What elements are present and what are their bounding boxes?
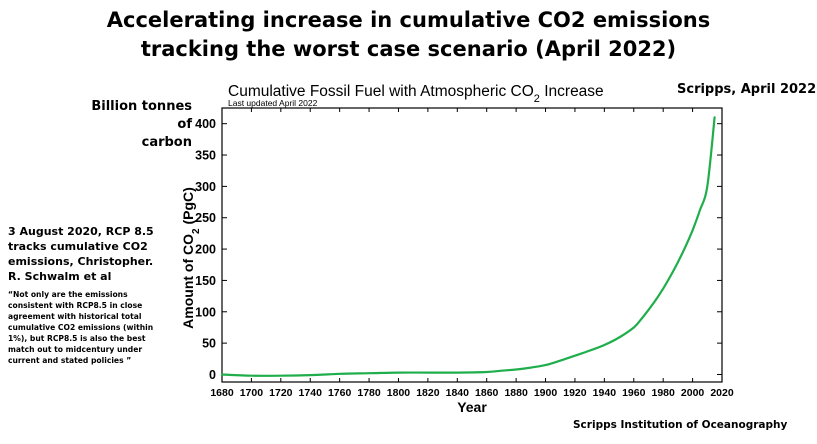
y-tick-label: 300: [195, 180, 216, 194]
chart-title: Cumulative Fossil Fuel with Atmospheric …: [228, 83, 604, 105]
x-tick-label: 1980: [651, 387, 675, 399]
x-tick-label: 1940: [593, 387, 617, 399]
source-credit-bottom: Scripps Institution of Oceanography: [573, 419, 788, 431]
x-tick-label: 1780: [357, 387, 381, 399]
x-tick-label: 1860: [475, 387, 499, 399]
y-tick-label: 200: [195, 243, 216, 257]
x-tick-label: 1720: [269, 387, 293, 399]
series-line: [220, 116, 716, 377]
chart-subtitle: Last updated April 2022: [228, 98, 318, 108]
y-tick-label: 50: [202, 337, 216, 351]
y-axis: 0 50 100 150 200 250 300 350 400: [195, 117, 722, 382]
y-axis-label: Amount of CO2 (PgC): [180, 187, 202, 329]
x-tick-label: 1960: [622, 387, 646, 399]
x-tick-label: 1920: [563, 387, 587, 399]
x-axis: 1680 1700 1720 1740 1760 1780 1800 1820 1840 1860…: [210, 108, 734, 399]
unit-label-line-1: Billion tonnes of: [91, 99, 192, 132]
unit-label: Billion tonnes of carbon: [86, 98, 192, 152]
x-tick-label: 1760: [328, 387, 352, 399]
x-axis-label: Year: [457, 399, 487, 415]
y-tick-label: 350: [195, 149, 216, 163]
y-tick-label: 0: [209, 368, 216, 382]
x-tick-label: 1680: [210, 387, 234, 399]
x-tick-label: 1840: [446, 387, 470, 399]
x-tick-label: 1820: [416, 387, 440, 399]
slide-title-line-2: tracking the worst case scenario (April …: [140, 37, 677, 61]
x-tick-label: 1880: [504, 387, 528, 399]
side-note-quote: “Not only are the emissions consistent w…: [8, 290, 154, 365]
x-tick-label: 1700: [240, 387, 264, 399]
y-tick-label: 100: [195, 305, 216, 319]
y-tick-label: 250: [195, 211, 216, 225]
x-tick-label: 1800: [387, 387, 411, 399]
source-credit-top: Scripps, April 2022: [677, 82, 817, 97]
side-note-heading: 3 August 2020, RCP 8.5 tracks cumulative…: [8, 225, 154, 283]
unit-label-line-2: carbon: [141, 135, 192, 150]
x-tick-label: 1740: [299, 387, 323, 399]
y-tick-label: 400: [195, 117, 216, 131]
slide-title-line-1: Accelerating increase in cumulative CO2 …: [106, 8, 711, 32]
x-tick-label: 2020: [710, 387, 734, 399]
y-tick-label: 150: [195, 274, 216, 288]
slide-title: Accelerating increase in cumulative CO2 …: [0, 6, 817, 64]
x-tick-label: 1900: [534, 387, 558, 399]
x-tick-label: 2000: [681, 387, 705, 399]
plot-frame: [221, 107, 723, 383]
